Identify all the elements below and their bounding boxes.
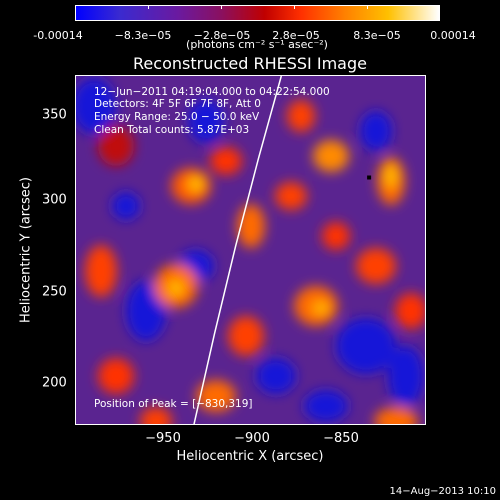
info-clean-counts: Clean Total counts: 5.87E+03 <box>94 124 250 136</box>
colorbar-tick-label: −2.8e−05 <box>193 29 251 42</box>
x-axis-label: Heliocentric X (arcsec) <box>176 449 324 464</box>
heatmap-blob <box>126 281 166 341</box>
heatmap-blob <box>385 164 397 188</box>
info-detectors: Detectors: 4F 5F 6F 7F 8F, Att 0 <box>94 98 261 110</box>
heatmap-blob <box>304 390 348 422</box>
colorbar-tick-label: 8.3e−05 <box>353 29 401 42</box>
peak-marker <box>367 175 372 180</box>
y-tick-label: 250 <box>42 284 67 300</box>
y-tick-label: 200 <box>42 375 67 391</box>
heatmap-blob <box>98 358 134 394</box>
heatmap-blob <box>322 222 350 250</box>
heatmap-blob <box>76 78 116 134</box>
colorbar-tick <box>367 5 368 9</box>
colorbar-unit-label: (photons cm⁻² s⁻¹ asec⁻²) <box>186 38 328 51</box>
heatmap-blob <box>210 147 242 175</box>
heatmap-blob <box>360 111 392 151</box>
colorbar-tick <box>294 5 295 9</box>
colorbar-tick <box>439 5 440 9</box>
heatmap-blob <box>313 302 329 314</box>
x-tick-label: −900 <box>234 431 270 446</box>
heatmap-blob <box>98 126 134 166</box>
colorbar-gradient <box>75 5 440 21</box>
heatmap-blob <box>256 358 296 394</box>
heatmap-blob <box>395 293 425 329</box>
info-energy-range: Energy Range: 25.0 − 50.0 keV <box>94 111 260 123</box>
heatmap-blob <box>228 316 264 356</box>
footer-date: 14−Aug−2013 10:10 <box>389 486 496 497</box>
y-axis-label: Heliocentric Y (arcsec) <box>18 177 34 323</box>
heatmap-blob <box>140 407 172 424</box>
heatmap-blob <box>313 140 349 172</box>
colorbar-tick <box>221 5 222 9</box>
colorbar: -0.00014 −8.3e−05 −2.8e−05 2.8e−05 8.3e−… <box>33 5 476 42</box>
x-tick-label: −950 <box>145 431 181 446</box>
colorbar-tick-label: 0.00014 <box>430 29 476 42</box>
solar-limb-curve <box>193 76 283 424</box>
peak-position-label: Position of Peak = [−830,319] <box>94 398 253 410</box>
heatmap-blob <box>374 407 418 424</box>
x-tick-label: −850 <box>323 431 359 446</box>
colorbar-tick <box>148 5 149 9</box>
colorbar-tick-label: −8.3e−05 <box>114 29 172 42</box>
heatmap-blob <box>112 192 140 220</box>
chart-title: Reconstructed RHESSI Image <box>133 54 367 73</box>
heatmap-blob <box>275 182 307 210</box>
y-tick-label: 300 <box>42 192 67 208</box>
heatmap-svg <box>76 76 425 424</box>
heatmap-blob <box>287 100 315 132</box>
y-tick-label: 350 <box>42 107 67 123</box>
heatmap-blob <box>196 380 236 412</box>
heatmap-blob <box>85 245 117 297</box>
info-time-range: 12−Jun−2011 04:19:04.000 to 04:22:54.000 <box>94 86 330 98</box>
heatmap-blob <box>188 99 224 143</box>
colorbar-tick-label: 2.8e−05 <box>272 29 320 42</box>
heatmap-blob <box>388 346 424 406</box>
colorbar-tick-label: -0.00014 <box>33 29 83 42</box>
plot-area <box>75 75 426 425</box>
heatmap-blob <box>336 318 396 374</box>
heatmap-blob <box>188 176 204 192</box>
heatmap-blob <box>168 280 184 296</box>
colorbar-tick <box>75 5 76 9</box>
heatmap-blob <box>356 248 396 284</box>
